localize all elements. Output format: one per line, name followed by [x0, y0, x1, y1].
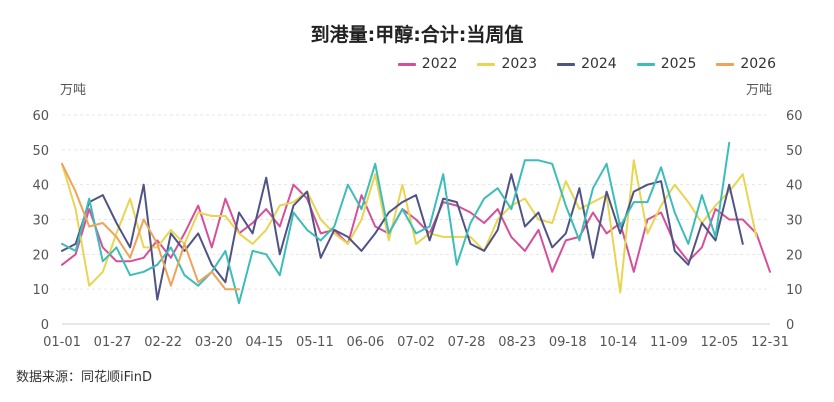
- y-tick-label-left: 40: [32, 179, 49, 194]
- legend-label: 2022: [421, 56, 458, 72]
- legend-swatch: [636, 62, 655, 66]
- y-tick-label-left: 10: [32, 283, 49, 298]
- y-tick-label-left: 50: [32, 144, 49, 159]
- legend-label: 2024: [581, 56, 617, 72]
- legend-item-2024[interactable]: 2024: [557, 56, 617, 72]
- legend-item-2023[interactable]: 2023: [477, 56, 537, 72]
- y-tick-label-right: 20: [786, 248, 803, 263]
- x-tick-label: 11-09: [650, 335, 688, 350]
- legend: 2022 2023 2024 2025 2026: [397, 56, 776, 72]
- series-line-2026: [61, 162, 240, 291]
- legend-swatch: [716, 62, 735, 66]
- x-tick-label: 03-20: [195, 335, 233, 350]
- series-line-2025: [61, 141, 731, 305]
- y-tick-label-right: 0: [786, 318, 794, 333]
- series-line-2024: [61, 173, 744, 301]
- x-tick-label: 10-14: [599, 335, 637, 350]
- legend-label: 2023: [501, 56, 538, 72]
- x-tick-label: 05-11: [296, 335, 334, 350]
- x-tick-label: 04-15: [245, 335, 283, 350]
- x-tick-label: 07-02: [397, 335, 435, 350]
- x-tick-label: 06-06: [347, 335, 385, 350]
- x-tick-label: 01-27: [94, 335, 132, 350]
- y-tick-label-right: 30: [786, 214, 803, 229]
- chart-title: 到港量:甲醇:合计:当周值: [310, 24, 524, 46]
- legend-swatch: [557, 62, 576, 66]
- series-line-2022: [61, 183, 771, 273]
- series-line-2023: [61, 159, 758, 294]
- x-tick-label: 09-18: [549, 335, 587, 350]
- y-tick-label-left: 20: [32, 248, 49, 263]
- x-tick-label: 01-01: [43, 335, 81, 350]
- y-tick-label-right: 60: [786, 109, 803, 124]
- legend-item-2026[interactable]: 2026: [716, 56, 776, 72]
- x-tick-label: 08-23: [498, 335, 536, 350]
- data-source: 数据来源：同花顺iFinD: [16, 370, 153, 385]
- legend-swatch: [397, 62, 416, 66]
- x-tick-label: 07-28: [448, 335, 486, 350]
- y-tick-label-left: 30: [32, 214, 49, 229]
- legend-item-2025[interactable]: 2025: [636, 56, 697, 72]
- y-tick-label-left: 60: [32, 109, 49, 124]
- y-tick-label-left: 0: [41, 318, 49, 333]
- legend-label: 2026: [740, 56, 776, 72]
- y-axis-unit-right: 万吨: [745, 83, 772, 98]
- x-tick-label: 12-05: [701, 335, 739, 350]
- y-tick-label-right: 50: [786, 144, 803, 159]
- legend-item-2022[interactable]: 2022: [397, 56, 458, 72]
- x-tick-label: 02-22: [144, 335, 182, 350]
- y-tick-label-right: 10: [786, 283, 803, 298]
- y-axis-unit-left: 万吨: [60, 83, 87, 98]
- x-tick-label: 12-31: [751, 335, 789, 350]
- legend-swatch: [477, 62, 496, 66]
- y-tick-label-right: 40: [786, 179, 803, 194]
- legend-label: 2025: [660, 56, 697, 72]
